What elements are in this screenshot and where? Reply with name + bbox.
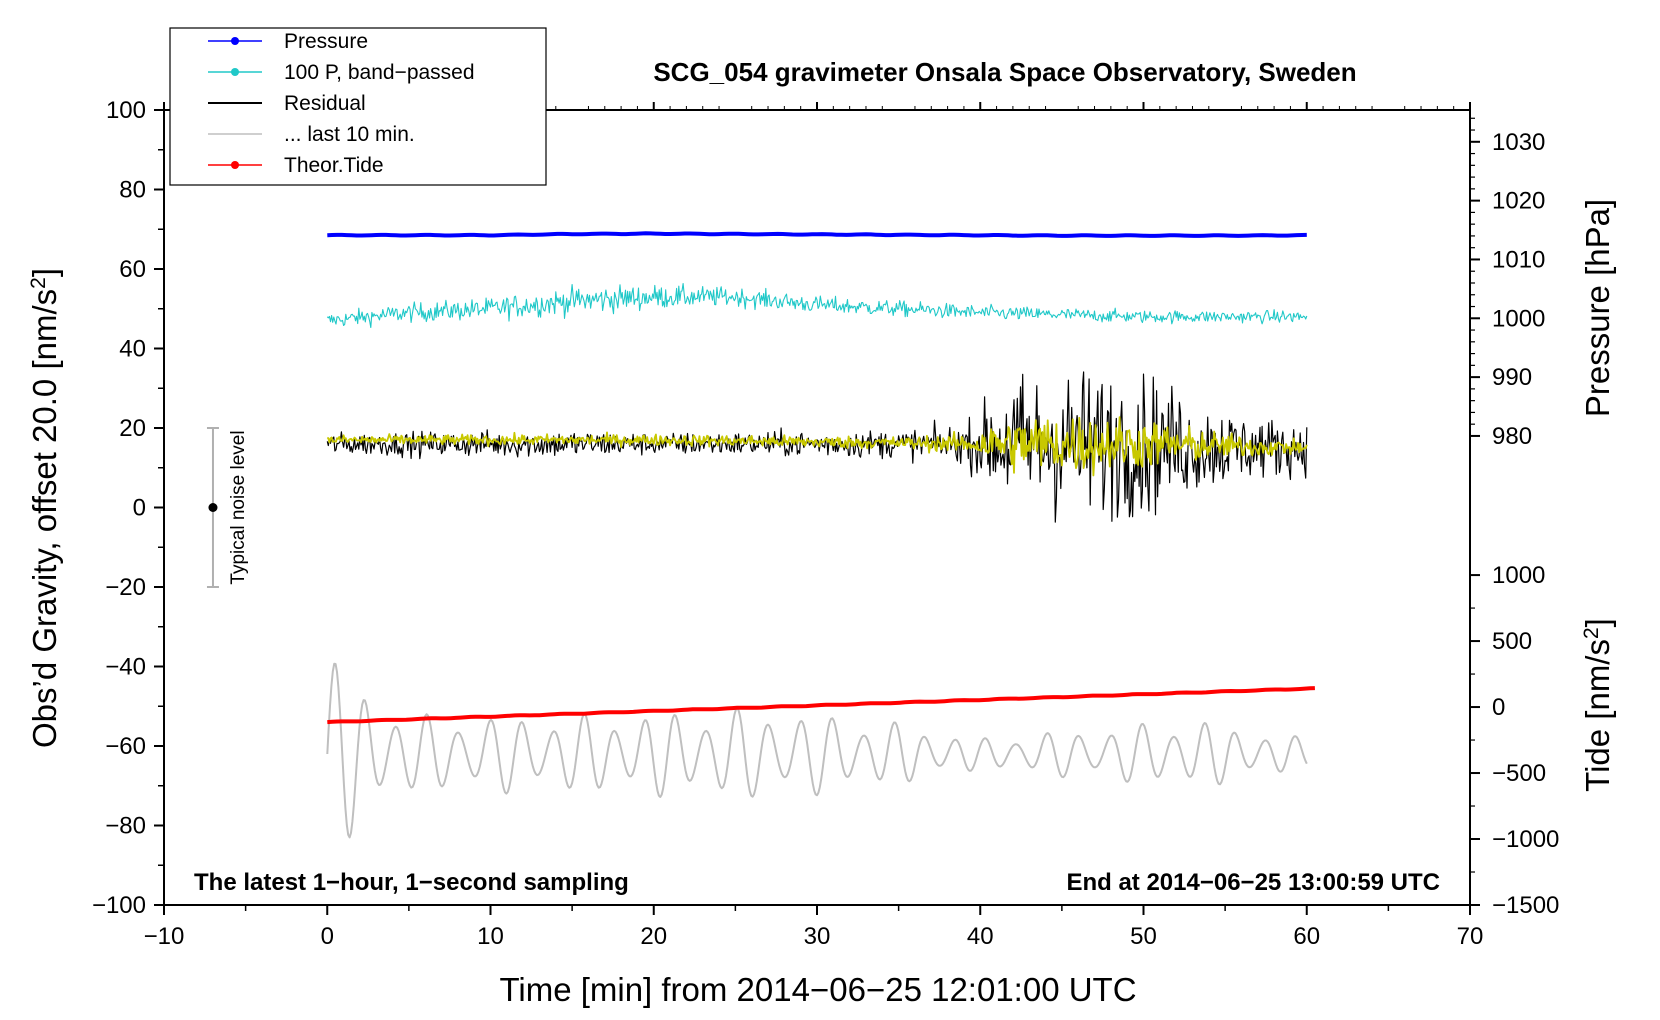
y-tick-label: −100: [92, 892, 146, 919]
pressure-tick-label: 1010: [1492, 246, 1545, 273]
plot-frame: [163, 109, 1471, 906]
series-group: [326, 231, 1315, 839]
pressure-tick-label: 990: [1492, 364, 1532, 391]
legend-label: 100 P, band−passed: [284, 61, 475, 84]
pressure-tick-label: 1000: [1492, 305, 1545, 332]
series-theor-tide: [327, 686, 1315, 725]
y-tick-label: 20: [119, 415, 146, 442]
y-tick-label: 60: [119, 256, 146, 283]
legend-label: Pressure: [284, 30, 368, 53]
tide-tick-label: −1000: [1492, 826, 1559, 853]
plot-border: [163, 109, 1471, 906]
legend-label: Theor.Tide: [284, 154, 384, 177]
series-100-p-band-passed: [326, 283, 1308, 329]
series-residual-smoothed: [326, 416, 1308, 477]
y-tick-label: −40: [105, 654, 146, 681]
legend-entry: Pressure: [208, 30, 368, 53]
x-tick-label: 40: [967, 923, 994, 950]
pressure-tick-label: 1020: [1492, 188, 1545, 215]
legend-entry: Residual: [208, 92, 366, 115]
x-tick-label: 10: [477, 923, 504, 950]
noise-bar-center-dot: [208, 503, 218, 512]
y-tick-label: −20: [105, 574, 146, 601]
x-tick-label: 50: [1130, 923, 1157, 950]
legend-marker: [231, 161, 239, 169]
sampling-note: The latest 1−hour, 1−second sampling: [194, 869, 629, 896]
x-tick-label: 70: [1457, 923, 1484, 950]
y-axis-title-left: Obs’d Gravity, offset 20.0 [nm/s2]: [26, 268, 63, 748]
tide-tick-label: 0: [1492, 694, 1505, 721]
series-pressure: [327, 231, 1307, 238]
legend-entry: ... last 10 min.: [208, 123, 415, 146]
x-axis-title: Time [min] from 2014−06−25 12:01:00 UTC: [499, 971, 1136, 1008]
tide-tick-label: 1000: [1492, 562, 1545, 589]
axis-ticks: −10 0 10 20 30 40 50 60 70−100−80−60−40−20020406…: [92, 97, 1559, 950]
x-tick-label: 60: [1293, 923, 1320, 950]
tide-tick-label: −500: [1492, 760, 1546, 787]
legend-marker: [231, 37, 239, 45]
x-tick-label: 20: [640, 923, 667, 950]
chart-title: SCG_054 gravimeter Onsala Space Observat…: [653, 57, 1356, 87]
legend-marker: [231, 68, 239, 76]
pressure-axis-title: Pressure [hPa]: [1579, 199, 1616, 417]
pressure-tick-label: 1030: [1492, 129, 1545, 156]
legend-entry: Theor.Tide: [208, 154, 384, 177]
legend-box: [169, 27, 547, 186]
x-tick-label: 30: [804, 923, 831, 950]
tide-axis-title: Tide [nm/s2]: [1579, 618, 1616, 792]
noise-bar-label: Typical noise level: [228, 430, 249, 584]
legend-label: Residual: [284, 92, 366, 115]
series-last-10-min: [326, 662, 1308, 839]
y-tick-label: 100: [106, 97, 146, 124]
y-tick-label: 0: [133, 495, 146, 522]
legend: Pressure 100 P, band−passed Residual ... la…: [169, 27, 547, 186]
end-time-note: End at 2014−06−25 13:00:59 UTC: [1066, 869, 1440, 896]
y-tick-label: 40: [119, 336, 146, 363]
legend-entry: 100 P, band−passed: [208, 61, 475, 84]
x-tick-label: 0: [321, 923, 334, 950]
legend-label: ... last 10 min.: [284, 123, 415, 146]
series-residual: [326, 371, 1308, 523]
noise-level-bar: Typical noise level: [206, 427, 249, 588]
tide-tick-label: 500: [1492, 628, 1532, 655]
y-tick-label: −60: [105, 733, 146, 760]
x-tick-label: −10: [144, 923, 185, 950]
pressure-tick-label: 980: [1492, 423, 1532, 450]
y-tick-label: 80: [119, 177, 146, 204]
y-tick-label: −80: [105, 813, 146, 840]
tide-tick-label: −1500: [1492, 892, 1559, 919]
